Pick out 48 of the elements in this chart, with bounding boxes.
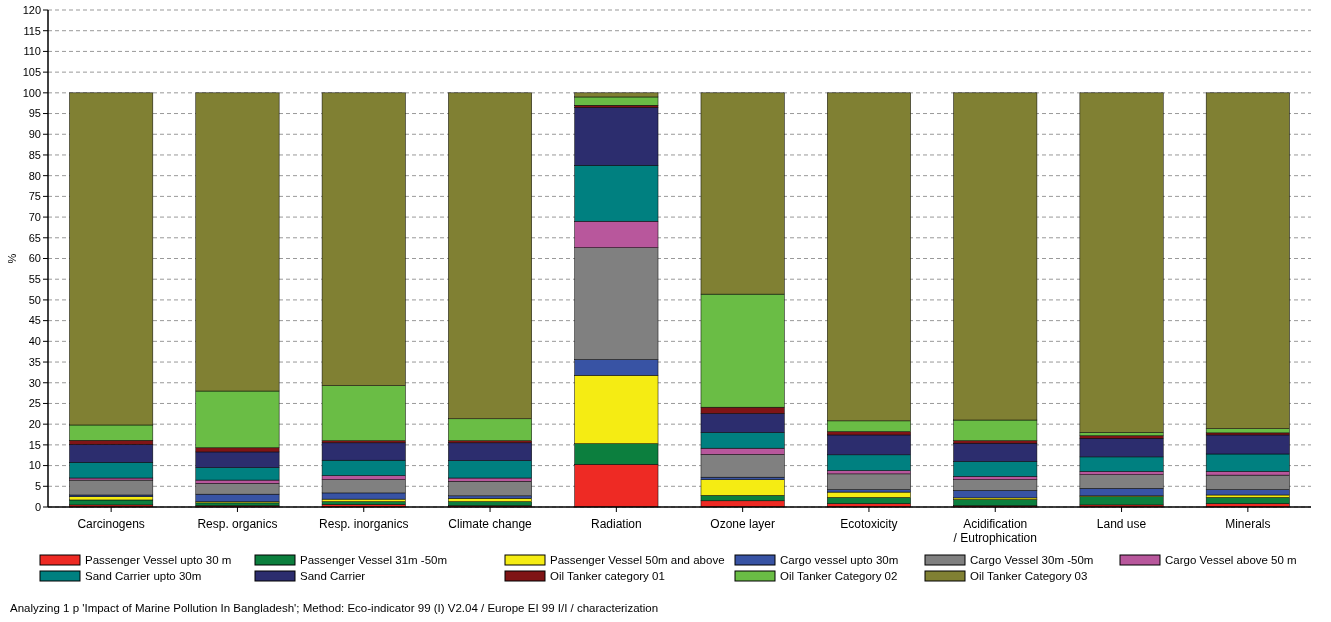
y-tick-label: 85 (28, 148, 41, 161)
y-tick-label: 90 (28, 128, 41, 141)
x-tick-label: Climate change (448, 517, 533, 531)
y-tick-label: 115 (23, 24, 41, 37)
x-tick-label: Carcinogens (77, 517, 145, 531)
y-tick-label: 0 (34, 500, 41, 513)
y-tick-label: 70 (28, 210, 41, 223)
y-tick-label: 105 (22, 65, 41, 78)
legend-label: Cargo Vessel 30m -50m (970, 554, 1094, 567)
y-tick-label: 75 (28, 190, 41, 203)
text: Analyzing 1 p 'Impact of Marine Pollution In Bangladesh'; Method: Eco-indicator 99 (I) V2.04 / Europe EI 99 I/I / characterization (10, 602, 659, 614)
legend-label: Sand Carrier upto 30m (85, 570, 202, 583)
y-tick-label: 120 (22, 3, 41, 16)
legend-label: Cargo Vessel above 50 m (1165, 554, 1297, 567)
y-tick-label: 15 (28, 438, 41, 451)
x-tick-label: Minerals (1225, 517, 1271, 531)
y-tick-label: 25 (28, 397, 41, 410)
y-tick-label: 55 (28, 273, 41, 286)
y-tick-label: 5 (34, 480, 41, 493)
x-tick-label: Resp. inorganics (319, 517, 409, 531)
legend-label: Sand Carrier (300, 570, 366, 583)
y-tick-label: 50 (28, 293, 41, 306)
x-tick-label: Ozone layer (710, 517, 775, 531)
x-tick-label: Acidification / Eutrophication (953, 517, 1037, 545)
y-tick-label: 60 (28, 252, 41, 265)
x-tick-label: Land use (1096, 517, 1147, 531)
x-tick-label: Radiation (591, 517, 642, 531)
y-tick-label: 20 (28, 418, 41, 431)
legend-label: Oil Tanker Category 02 (780, 570, 898, 583)
legend-label: Passenger Vessel 31m -50m (300, 554, 448, 567)
x-tick-label: Resp. organics (197, 517, 278, 531)
legend-label: Cargo vessel upto 30m (780, 554, 899, 567)
y-tick-label: 45 (28, 314, 41, 327)
y-tick-label: 100 (22, 86, 41, 99)
legend-label: Oil Tanker Category 03 (970, 570, 1088, 583)
y-tick-label: 10 (28, 459, 41, 472)
legend-label: Passenger Vessel 50m and above (550, 554, 725, 567)
y-tick-label: 40 (28, 335, 41, 348)
legend-label: Oil Tanker category 01 (550, 570, 665, 583)
legend-label: Passenger Vessel upto 30 m (85, 554, 232, 567)
y-tick-label: 95 (28, 107, 41, 120)
y-tick-label: 80 (28, 169, 41, 182)
y-tick-label: 35 (28, 355, 41, 368)
y-tick-label: 65 (28, 231, 41, 244)
y-tick-label: 110 (23, 45, 41, 58)
y-tick-label: 30 (28, 376, 41, 389)
x-tick-label: Ecotoxicity (840, 517, 898, 531)
y-axis-title: % (6, 253, 18, 264)
